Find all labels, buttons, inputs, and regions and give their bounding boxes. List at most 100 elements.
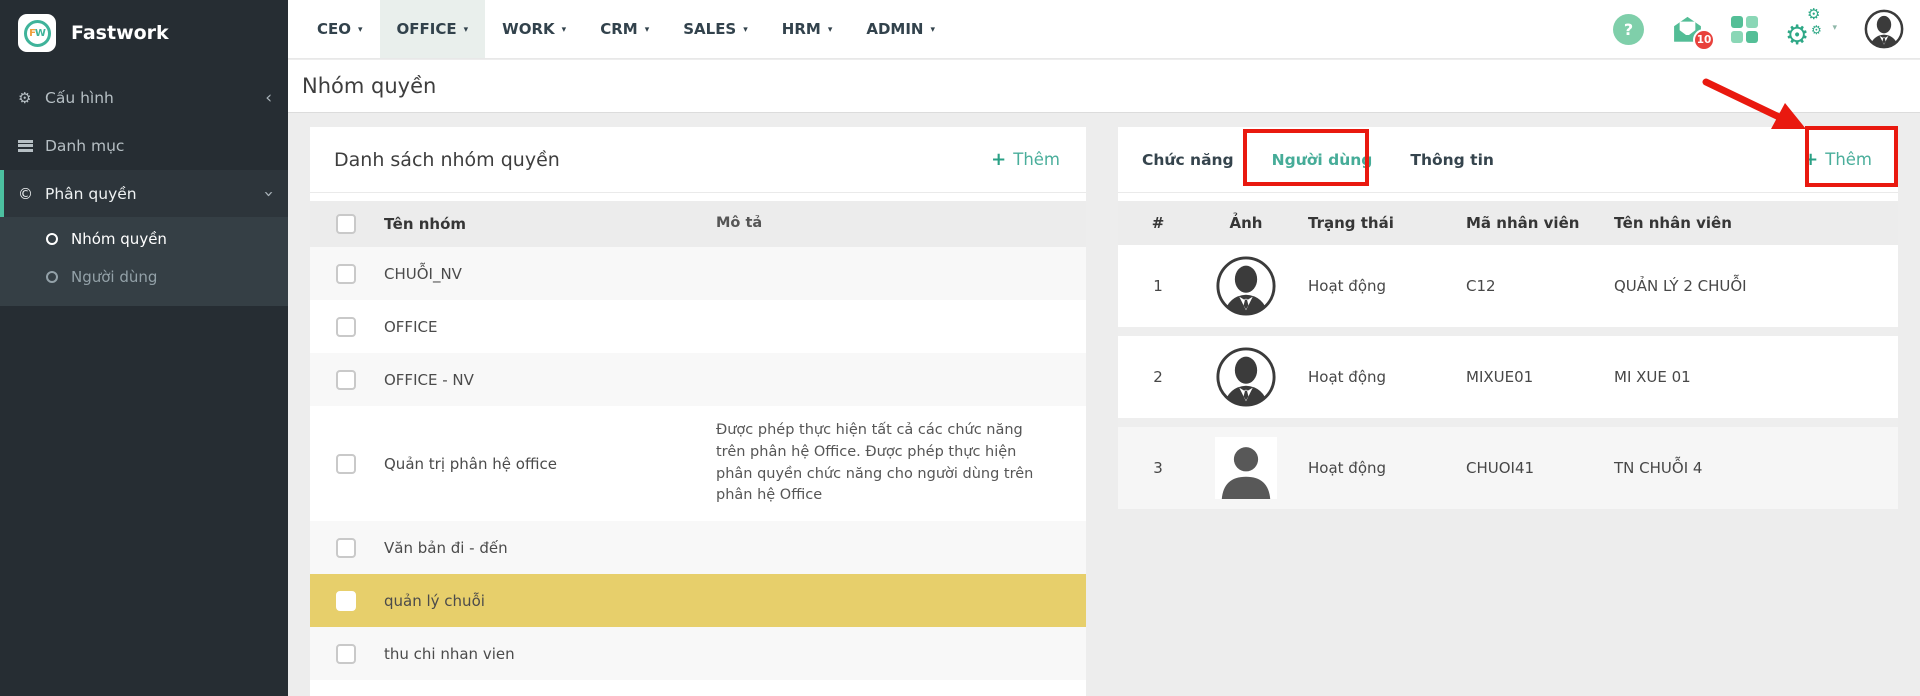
mail-icon[interactable]: 10 <box>1671 15 1715 51</box>
column-header-anh: Ảnh <box>1229 214 1263 232</box>
sidebar-item-cau-hinh[interactable]: ⚙ Cấu hình ‹ <box>0 74 288 121</box>
add-user-label: Thêm <box>1825 150 1872 169</box>
table-row[interactable]: OFFICE <box>310 300 1086 353</box>
sidebar-item-nhom-quyen[interactable]: Nhóm quyền <box>0 220 288 258</box>
title-bar: Nhóm quyền <box>288 60 1920 113</box>
user-name: MI XUE 01 <box>1614 368 1691 386</box>
row-checkbox[interactable] <box>336 316 356 337</box>
user-name: TN CHUỖI 4 <box>1614 459 1703 477</box>
sidebar-item-phan-quyen[interactable]: © Phân quyền ‹ <box>0 170 288 217</box>
user-photo <box>1216 256 1276 316</box>
table-row[interactable]: 3 Hoạt động CHUOI41 TN CHUỖI 4 <box>1118 427 1898 509</box>
group-desc: Được phép thực hiện tất cả các chức năng… <box>716 422 1034 504</box>
row-checkbox[interactable] <box>336 643 356 664</box>
table-row[interactable]: OFFICE - NV <box>310 353 1086 406</box>
logo-letter-f: F <box>29 27 36 39</box>
user-avatar[interactable] <box>1864 9 1904 49</box>
select-all-checkbox[interactable] <box>336 214 356 234</box>
user-photo <box>1216 347 1276 407</box>
row-divider <box>1118 327 1898 336</box>
sidebar-item-danh-muc[interactable]: Danh mục <box>0 122 288 169</box>
chevron-left-icon: ‹ <box>265 87 272 108</box>
nav-hrm[interactable]: HRM ▾ <box>781 20 833 38</box>
tab-chuc-nang[interactable]: Chức năng <box>1142 150 1234 169</box>
notification-badge: 10 <box>1693 28 1715 51</box>
table-row[interactable]: CHUỖI_NV <box>310 247 1086 300</box>
table-row[interactable]: thu chi nhan vien <box>310 627 1086 680</box>
page-title: Nhóm quyền <box>302 74 437 98</box>
logo-letter-w: W <box>34 27 46 39</box>
nav-admin[interactable]: ADMIN ▾ <box>866 20 935 38</box>
settings-gears-icon[interactable]: ⚙ ⚙ ⚙ ▾ <box>1785 5 1837 51</box>
top-menu: CEO ▾ OFFICE ▾ WORK ▾ CRM ▾ SALES ▾ HRM ▾ ADMI… <box>288 0 952 58</box>
caret-down-icon: ▾ <box>827 25 833 35</box>
user-status: Hoạt động <box>1308 277 1387 295</box>
add-group-button[interactable]: + Thêm <box>991 150 1060 169</box>
group-table-header: Tên nhóm Mô tả <box>310 201 1086 247</box>
caret-down-icon: ▾ <box>463 25 469 35</box>
group-list-header: Danh sách nhóm quyền + Thêm <box>310 127 1086 193</box>
user-index: 1 <box>1153 277 1163 295</box>
column-header-mo-ta: Mô tả <box>716 215 763 232</box>
row-checkbox[interactable] <box>336 453 356 474</box>
user-photo <box>1215 437 1277 499</box>
caret-down-icon: ▾ <box>358 25 363 35</box>
column-header-ten-nhom: Tên nhóm <box>384 215 467 233</box>
group-name: Quản trị phân hệ office <box>384 454 557 473</box>
table-row[interactable]: Văn bản đi - đến <box>310 521 1086 574</box>
row-checkbox[interactable] <box>336 537 356 558</box>
user-code: CHUOI41 <box>1466 459 1535 477</box>
nav-work[interactable]: WORK ▾ <box>502 20 567 38</box>
add-user-button[interactable]: + Thêm <box>1803 150 1872 169</box>
user-index: 2 <box>1153 368 1163 386</box>
detail-tabs: Chức năng Người dùng Thông tin + Thêm <box>1118 127 1898 193</box>
column-header-index: # <box>1151 214 1165 232</box>
row-checkbox[interactable] <box>336 369 356 390</box>
group-name: OFFICE <box>384 317 438 336</box>
panel-title: Danh sách nhóm quyền <box>334 148 560 171</box>
sidebar-subitem-label: Người dùng <box>71 268 158 286</box>
sidebar-item-label: Phân quyền <box>45 184 137 203</box>
user-code: C12 <box>1466 277 1496 295</box>
caret-down-icon: ▾ <box>561 25 567 35</box>
sidebar-item-label: Danh mục <box>45 136 125 155</box>
column-header-ten-nhan-vien: Tên nhân viên <box>1614 214 1732 232</box>
tab-thong-tin[interactable]: Thông tin <box>1410 150 1494 169</box>
user-table-header: # Ảnh Trạng thái Mã nhân viên Tên nhân v… <box>1118 201 1898 245</box>
nav-office[interactable]: OFFICE ▾ <box>379 0 486 58</box>
table-row-selected[interactable]: quản lý chuỗi <box>310 574 1086 627</box>
sidebar-submenu: Nhóm quyền Người dùng <box>0 217 288 306</box>
plus-icon: + <box>991 148 1007 170</box>
table-row[interactable]: 2 Hoạt động MIXUE01 MI XUE 01 <box>1118 336 1898 418</box>
user-status: Hoạt động <box>1308 368 1387 386</box>
user-index: 3 <box>1153 459 1163 477</box>
topbar-icons: ? 10 ⚙ ⚙ ⚙ ▾ <box>1613 0 1920 58</box>
nav-sales[interactable]: SALES ▾ <box>683 20 748 38</box>
column-header-ma-nhan-vien: Mã nhân viên <box>1466 214 1580 232</box>
caret-down-icon: ▾ <box>644 25 650 35</box>
list-icon <box>18 139 45 152</box>
caret-down-icon: ▾ <box>743 25 748 35</box>
group-name: CHUỖI_NV <box>384 264 462 283</box>
table-row[interactable]: Quản trị phân hệ office Được phép thực h… <box>310 406 1086 521</box>
table-row[interactable]: 1 Hoạt động C12 QUẢN LÝ 2 CHUỖI <box>1118 245 1898 327</box>
nav-crm[interactable]: CRM ▾ <box>600 20 650 38</box>
group-table: Tên nhóm Mô tả CHUỖI_NV OFFICE OFFICE - … <box>310 201 1086 680</box>
group-name: Văn bản đi - đến <box>384 538 508 557</box>
caret-down-icon: ▾ <box>930 25 935 35</box>
sidebar-item-nguoi-dung[interactable]: Người dùng <box>0 258 288 296</box>
help-icon[interactable]: ? <box>1613 13 1644 45</box>
brand-name: Fastwork <box>71 22 169 44</box>
group-detail-panel: Chức năng Người dùng Thông tin + Thêm # … <box>1118 127 1898 509</box>
tab-nguoi-dung[interactable]: Người dùng <box>1271 150 1373 169</box>
apps-grid-icon[interactable] <box>1731 15 1758 43</box>
row-checkbox[interactable] <box>336 263 356 284</box>
nav-ceo[interactable]: CEO ▾ <box>317 20 363 38</box>
row-checkbox[interactable] <box>336 590 356 611</box>
topbar: CEO ▾ OFFICE ▾ WORK ▾ CRM ▾ SALES ▾ HRM ▾ ADMI… <box>288 0 1920 59</box>
